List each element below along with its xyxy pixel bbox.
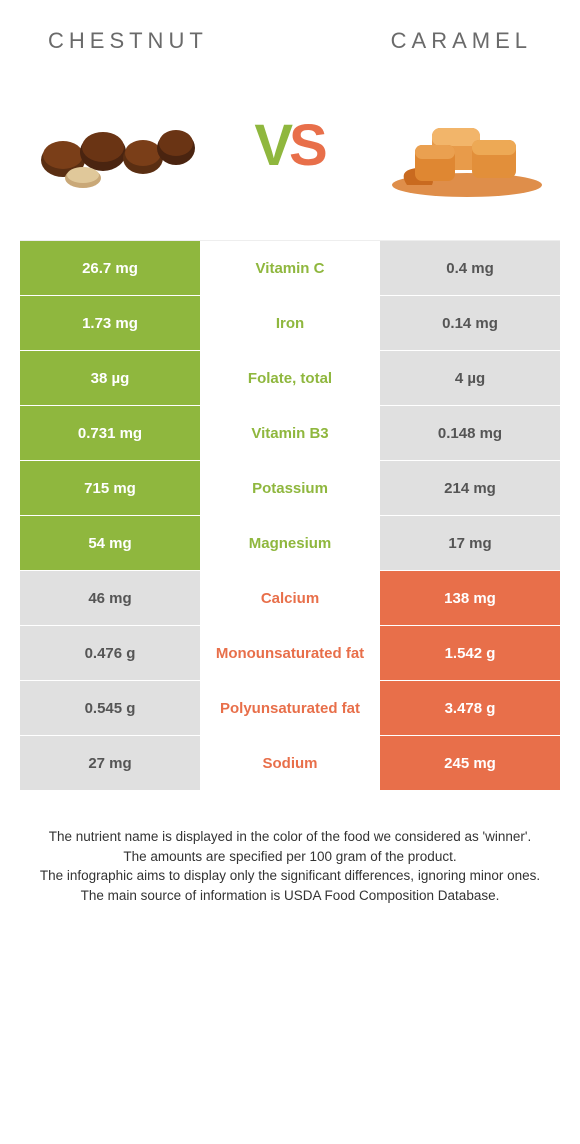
right-value-cell: 4 µg [380,351,560,405]
nutrient-label-cell: Calcium [200,571,380,625]
table-row: 54 mgMagnesium17 mg [20,516,560,571]
right-value-cell: 0.14 mg [380,296,560,350]
nutrient-label-cell: Iron [200,296,380,350]
footnote-line: The nutrient name is displayed in the co… [24,827,556,847]
nutrient-label-cell: Vitamin C [200,241,380,295]
left-value-cell: 46 mg [20,571,200,625]
table-row: 0.476 gMonounsaturated fat1.542 g [20,626,560,681]
right-value-cell: 0.148 mg [380,406,560,460]
nutrient-label-cell: Magnesium [200,516,380,570]
left-value-cell: 715 mg [20,461,200,515]
nutrient-label-cell: Monounsaturated fat [200,626,380,680]
footnote-line: The infographic aims to display only the… [24,866,556,886]
left-value-cell: 1.73 mg [20,296,200,350]
left-food-title: CHESTNUT [48,28,208,54]
vs-row: V S [0,72,580,240]
left-value-cell: 38 µg [20,351,200,405]
right-value-cell: 17 mg [380,516,560,570]
vs-label: V S [254,112,325,179]
nutrient-label-cell: Polyunsaturated fat [200,681,380,735]
left-value-cell: 0.731 mg [20,406,200,460]
table-row: 27 mgSodium245 mg [20,736,560,791]
right-value-cell: 0.4 mg [380,241,560,295]
vs-v-letter: V [254,112,291,179]
table-row: 1.73 mgIron0.14 mg [20,296,560,351]
footnote: The nutrient name is displayed in the co… [0,791,580,935]
right-value-cell: 214 mg [380,461,560,515]
table-row: 715 mgPotassium214 mg [20,461,560,516]
table-row: 46 mgCalcium138 mg [20,571,560,626]
header-row: CHESTNUT CARAMEL [0,0,580,72]
right-value-cell: 138 mg [380,571,560,625]
nutrient-label-cell: Potassium [200,461,380,515]
left-value-cell: 0.545 g [20,681,200,735]
table-row: 38 µgFolate, total4 µg [20,351,560,406]
footnote-line: The amounts are specified per 100 gram o… [24,847,556,867]
table-row: 0.731 mgVitamin B30.148 mg [20,406,560,461]
right-value-cell: 245 mg [380,736,560,790]
nutrient-label-cell: Folate, total [200,351,380,405]
right-value-cell: 1.542 g [380,626,560,680]
table-row: 26.7 mgVitamin C0.4 mg [20,241,560,296]
left-value-cell: 26.7 mg [20,241,200,295]
footnote-line: The main source of information is USDA F… [24,886,556,906]
nutrient-label-cell: Sodium [200,736,380,790]
caramel-image [377,90,552,200]
table-row: 0.545 gPolyunsaturated fat3.478 g [20,681,560,736]
nutrient-label-cell: Vitamin B3 [200,406,380,460]
right-food-title: CARAMEL [391,28,532,54]
left-value-cell: 54 mg [20,516,200,570]
nutrient-table: 26.7 mgVitamin C0.4 mg1.73 mgIron0.14 mg… [20,240,560,791]
vs-s-letter: S [289,112,326,179]
right-value-cell: 3.478 g [380,681,560,735]
chestnut-image [28,90,203,200]
left-value-cell: 27 mg [20,736,200,790]
left-value-cell: 0.476 g [20,626,200,680]
